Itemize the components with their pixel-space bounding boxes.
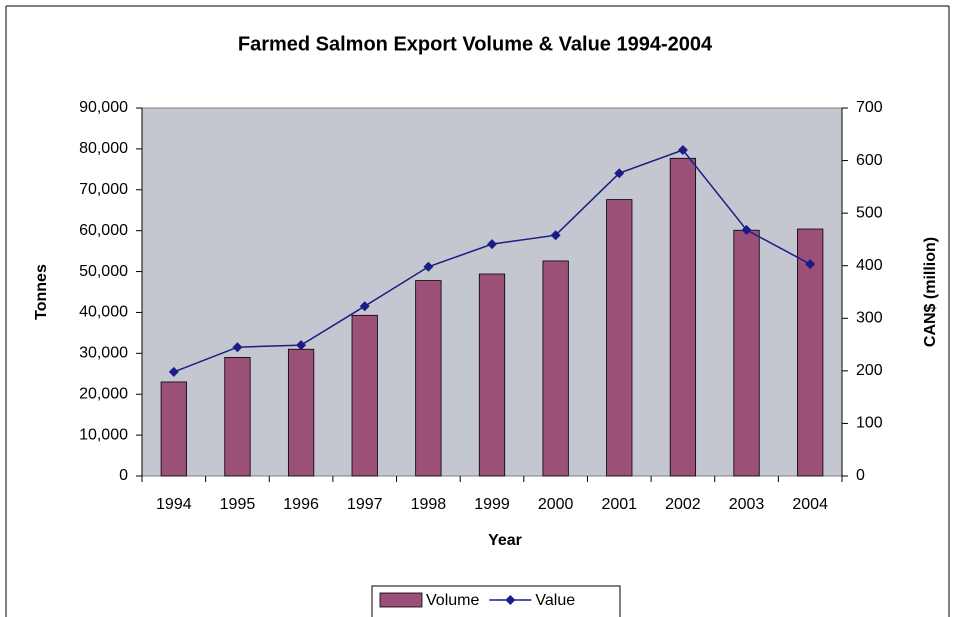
legend-swatch: [379, 592, 423, 608]
y-tick-label: 10,000: [79, 426, 128, 443]
marker: [423, 261, 434, 272]
x-tick-label: 1996: [283, 496, 319, 513]
y2-tick-label: 500: [856, 204, 883, 221]
bar: [351, 314, 378, 477]
chart-title: Farmed Salmon Export Volume & Value 1994…: [238, 33, 713, 55]
x-axis-title: Year: [488, 532, 522, 549]
marker: [550, 230, 561, 241]
marker: [359, 301, 370, 312]
legend-label: Value: [535, 592, 575, 609]
y-tick-label: 50,000: [79, 263, 128, 280]
bar: [160, 381, 187, 477]
x-tick-label: 1998: [411, 496, 447, 513]
legend-label: Volume: [426, 592, 479, 609]
x-tick-label: 1994: [156, 496, 192, 513]
bar: [797, 228, 824, 477]
marker: [487, 239, 497, 250]
bar: [478, 273, 506, 477]
bar: [606, 199, 633, 477]
marker: [296, 340, 307, 351]
marker: [805, 259, 816, 270]
marker: [677, 145, 688, 156]
bar: [542, 260, 569, 477]
y-tick-label: 20,000: [79, 385, 128, 402]
bar: [415, 280, 442, 477]
y2-tick-label: 100: [856, 415, 883, 432]
y-tick-label: 40,000: [79, 304, 128, 321]
x-tick-label: 2003: [729, 496, 765, 513]
x-tick-label: 2004: [792, 496, 828, 513]
y-tick-label: 90,000: [79, 99, 128, 116]
bar: [669, 157, 697, 477]
y-tick-label: 0: [119, 467, 128, 484]
legend-marker: [505, 595, 516, 605]
y2-tick-label: 300: [856, 310, 883, 327]
y-axis-title: Tonnes: [33, 264, 50, 320]
bar: [733, 229, 760, 477]
marker: [741, 224, 752, 235]
marker: [232, 342, 243, 353]
y-tick-label: 80,000: [79, 140, 128, 157]
x-tick-label: 2001: [601, 496, 637, 513]
x-tick-label: 1995: [220, 496, 256, 513]
y-tick-label: 60,000: [79, 222, 128, 239]
y-tick-label: 30,000: [79, 345, 128, 362]
x-tick-label: 1999: [474, 496, 510, 513]
y2-tick-label: 600: [856, 152, 883, 169]
x-tick-label: 2000: [538, 496, 574, 513]
y2-tick-label: 400: [856, 257, 883, 274]
x-tick-label: 1997: [347, 496, 383, 513]
bar: [224, 357, 251, 477]
y2-tick-label: 200: [856, 362, 883, 379]
y2-tick-label: 700: [856, 99, 883, 116]
y-tick-label: 70,000: [79, 181, 128, 198]
marker: [168, 366, 179, 377]
x-tick-label: 2002: [665, 496, 701, 513]
bar: [287, 348, 315, 477]
y2-tick-label: 0: [856, 467, 865, 484]
y2-axis-title: CAN$ (million): [922, 237, 939, 347]
marker: [614, 168, 625, 179]
